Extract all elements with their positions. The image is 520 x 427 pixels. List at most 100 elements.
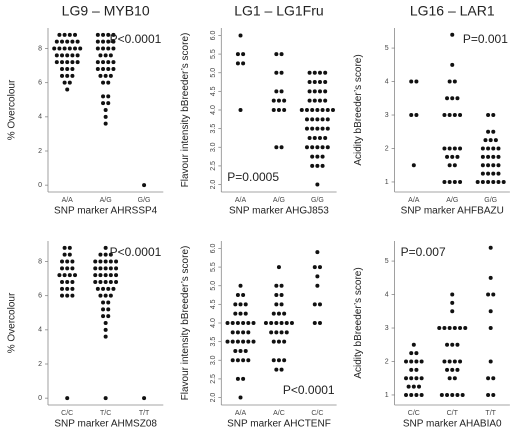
dot	[60, 280, 65, 284]
dot	[414, 359, 419, 364]
dot	[320, 126, 325, 131]
dot	[57, 273, 62, 278]
dot	[233, 302, 238, 307]
dot	[323, 89, 328, 94]
x-tick-label: T/T	[139, 410, 150, 417]
dot	[103, 121, 108, 126]
dot	[95, 46, 100, 51]
x-tick-label: G/G	[311, 197, 324, 204]
dot	[450, 154, 455, 159]
dot	[114, 280, 119, 284]
dot	[419, 376, 424, 381]
dot	[458, 179, 463, 184]
dot	[70, 286, 75, 291]
dot	[235, 293, 240, 298]
dot	[282, 339, 287, 344]
dot	[445, 342, 450, 347]
dot	[323, 135, 328, 140]
dot	[488, 275, 493, 280]
y-tick-label: 4.5	[210, 299, 217, 309]
dot	[114, 266, 119, 271]
dot	[404, 376, 409, 381]
dot	[65, 280, 70, 284]
y-axis-label: % Overcolour	[7, 79, 18, 140]
dot	[455, 367, 460, 372]
dot	[491, 392, 496, 397]
dot	[483, 138, 488, 143]
dot	[452, 326, 457, 331]
dot	[65, 286, 70, 291]
dot	[320, 117, 325, 122]
dot	[404, 392, 409, 397]
dot	[62, 273, 67, 278]
dot	[304, 145, 309, 150]
dot	[274, 89, 279, 94]
y-axis-label: Acidity bBreeder’s score)	[353, 54, 364, 165]
x-tick-label: T/T	[485, 410, 496, 417]
dot	[243, 302, 248, 307]
dot	[404, 359, 409, 364]
dot	[233, 348, 238, 353]
dot	[67, 46, 72, 51]
dot	[101, 39, 106, 44]
dot	[60, 266, 65, 271]
dot	[230, 339, 235, 344]
dot	[304, 117, 309, 122]
dot	[103, 327, 108, 332]
dot	[310, 117, 315, 122]
dot	[111, 32, 116, 37]
y-tick-label: 8	[38, 45, 42, 52]
dot	[496, 154, 501, 159]
dot	[106, 67, 111, 71]
dot	[235, 330, 240, 335]
dot	[458, 359, 463, 364]
dot	[225, 321, 230, 325]
dot	[276, 311, 281, 316]
dot	[496, 146, 501, 151]
dot	[307, 98, 312, 103]
dot	[279, 330, 284, 335]
dot	[238, 302, 243, 307]
dot	[103, 252, 108, 257]
panel-title: LG1 – LG1Fru	[234, 3, 324, 19]
dot	[238, 283, 243, 288]
dot	[452, 146, 457, 151]
dot	[62, 80, 67, 85]
dot	[95, 32, 100, 37]
y-axis-label: Flavour intensity bBreeder’s score)	[180, 33, 191, 188]
dot	[60, 73, 65, 78]
dot	[317, 70, 322, 75]
dot	[98, 273, 103, 278]
dot	[317, 135, 322, 140]
dot	[452, 163, 457, 168]
dot	[414, 392, 419, 397]
x-tick-label: A/G	[446, 197, 458, 204]
dot	[315, 117, 320, 122]
y-axis-label: Flavour intensity bBreeder’s score)	[180, 246, 191, 401]
dot	[445, 96, 450, 101]
dot	[414, 367, 419, 372]
dot	[93, 259, 98, 264]
y-tick-label: 4	[38, 327, 42, 334]
dot	[106, 80, 111, 85]
dot	[458, 146, 463, 151]
dot	[98, 53, 103, 58]
dot	[447, 163, 452, 168]
dot	[243, 348, 248, 353]
dot	[274, 145, 279, 150]
y-tick-label: 6	[38, 293, 42, 300]
y-axis-label: % Overcolour	[7, 292, 18, 353]
dot	[241, 358, 246, 363]
dot	[450, 300, 455, 305]
dot	[312, 321, 317, 325]
dot	[284, 330, 289, 335]
dot	[274, 330, 279, 335]
dot	[458, 326, 463, 331]
y-tick-label: 3.0	[210, 355, 217, 365]
dot	[493, 138, 498, 143]
dot	[310, 154, 315, 159]
dot	[274, 321, 279, 325]
dot	[95, 60, 100, 65]
dot	[486, 129, 491, 134]
dot	[60, 60, 65, 65]
